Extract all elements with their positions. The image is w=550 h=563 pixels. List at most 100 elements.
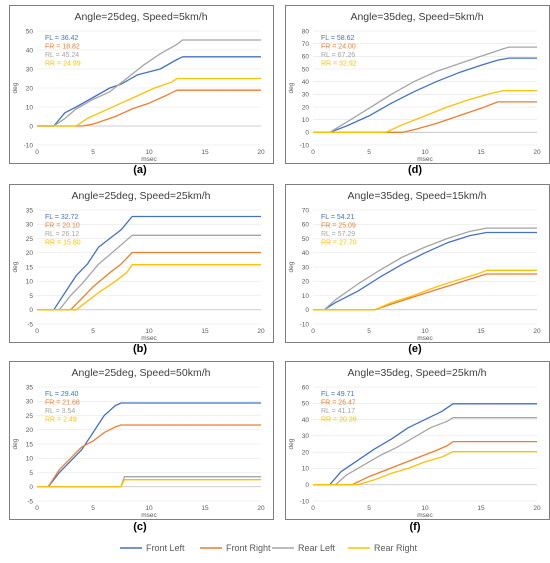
legend-label: Front Right	[226, 543, 271, 553]
stat-rr: RR = 20.26	[321, 417, 357, 424]
legend-label: Rear Right	[374, 543, 418, 553]
y-tick-label: 40	[26, 47, 34, 54]
x-tick-label: 10	[421, 149, 429, 156]
y-tick-label: -10	[300, 142, 310, 149]
x-tick-label: 5	[91, 505, 95, 512]
x-tick-label: 0	[311, 328, 315, 335]
stat-fr: FR = 26.47	[321, 400, 356, 407]
chart-frame	[9, 184, 274, 343]
stat-fr: FR = 24.00	[321, 44, 356, 51]
y-axis-label: deg	[288, 82, 295, 93]
panel-label: (f)	[410, 521, 421, 533]
y-tick-label: 35	[26, 207, 34, 214]
chart-title: Angle=35deg, Speed=25km/h	[348, 367, 487, 379]
x-axis-label: msec	[417, 512, 433, 519]
chart-title: Angle=25deg, Speed=5km/h	[74, 11, 207, 23]
y-tick-label: 70	[302, 207, 310, 214]
y-tick-label: 10	[26, 456, 34, 463]
x-tick-label: 15	[201, 328, 209, 335]
stat-fl: FL = 29.40	[45, 391, 79, 398]
series-line-rr	[313, 269, 537, 311]
x-tick-label: 5	[367, 328, 371, 335]
x-tick-label: 15	[477, 505, 485, 512]
y-tick-label: 25	[26, 413, 34, 420]
y-axis-label: deg	[288, 261, 295, 272]
series-line-fr	[313, 440, 537, 486]
series-line-fr	[37, 424, 261, 488]
y-axis-label: deg	[12, 438, 19, 449]
chart-panel: Angle=35deg, Speed=25km/h6050403020100-1…	[285, 361, 550, 520]
stat-rl: RL = 41.17	[321, 408, 355, 415]
x-tick-label: 20	[257, 505, 265, 512]
x-tick-label: 0	[311, 505, 315, 512]
x-tick-label: 15	[477, 328, 485, 335]
x-axis-label: msec	[141, 512, 157, 519]
y-tick-label: 60	[302, 54, 310, 61]
y-tick-label: 30	[302, 433, 310, 440]
y-tick-label: 0	[29, 307, 33, 314]
y-tick-label: 20	[302, 449, 310, 456]
x-tick-label: 0	[311, 149, 315, 156]
y-tick-label: 0	[29, 484, 33, 491]
x-tick-label: 20	[533, 328, 541, 335]
y-tick-label: -10	[300, 321, 310, 328]
y-tick-label: 50	[26, 28, 34, 35]
chart-title: Angle=35deg, Speed=5km/h	[350, 11, 483, 23]
y-tick-label: 10	[302, 293, 310, 300]
stat-fr: FR = 25.09	[321, 223, 356, 230]
x-tick-label: 0	[35, 149, 39, 156]
x-tick-label: 5	[91, 149, 95, 156]
x-tick-label: 20	[533, 505, 541, 512]
series-line-fl	[313, 231, 537, 311]
legend-label: Rear Left	[298, 543, 336, 553]
chart-title: Angle=25deg, Speed=25km/h	[72, 190, 211, 202]
y-tick-label: 30	[302, 264, 310, 271]
x-tick-label: 20	[257, 149, 265, 156]
panel-label: (d)	[408, 164, 422, 176]
chart-panel: Angle=25deg, Speed=50km/h35302520151050-…	[9, 361, 274, 520]
stat-fl: FL = 54.21	[321, 214, 355, 221]
x-tick-label: 20	[533, 149, 541, 156]
y-tick-label: 50	[302, 66, 310, 73]
chart-frame	[285, 5, 550, 164]
x-axis-label: msec	[141, 335, 157, 342]
panel-label: (e)	[408, 343, 422, 355]
y-tick-label: 20	[26, 427, 34, 434]
y-axis-label: deg	[12, 82, 19, 93]
y-tick-label: 0	[29, 123, 33, 130]
series-line-rl	[37, 234, 261, 311]
stat-rr: RR = 24.99	[45, 61, 81, 68]
stat-fl: FL = 49.71	[321, 391, 355, 398]
y-tick-label: 30	[26, 399, 34, 406]
x-tick-label: 5	[367, 149, 371, 156]
stat-rr: RR = 2.49	[45, 417, 77, 424]
series-line-fl	[37, 215, 261, 311]
x-tick-label: 0	[35, 505, 39, 512]
stat-rr: RR = 32.92	[321, 61, 357, 68]
y-tick-label: 40	[302, 250, 310, 257]
series-line-rr	[37, 479, 261, 488]
series-line-rr	[313, 451, 537, 486]
x-tick-label: 15	[477, 149, 485, 156]
y-tick-label: 20	[26, 85, 34, 92]
stat-fl: FL = 36.42	[45, 35, 79, 42]
x-tick-label: 0	[35, 328, 39, 335]
chart-title: Angle=35deg, Speed=15km/h	[348, 190, 487, 202]
x-tick-label: 15	[201, 149, 209, 156]
y-tick-label: 10	[26, 104, 34, 111]
y-tick-label: 30	[26, 222, 34, 229]
series-line-rr	[37, 264, 261, 311]
x-tick-label: 10	[421, 328, 429, 335]
y-tick-label: 0	[305, 482, 309, 489]
x-tick-label: 5	[91, 328, 95, 335]
stat-fr: FR = 21.68	[45, 400, 80, 407]
stat-fr: FR = 18.82	[45, 44, 80, 51]
y-tick-label: -10	[300, 498, 310, 505]
y-tick-label: 50	[302, 236, 310, 243]
y-tick-label: 40	[302, 417, 310, 424]
x-tick-label: 10	[145, 505, 153, 512]
legend-label: Front Left	[146, 543, 185, 553]
chart-frame	[9, 361, 274, 520]
